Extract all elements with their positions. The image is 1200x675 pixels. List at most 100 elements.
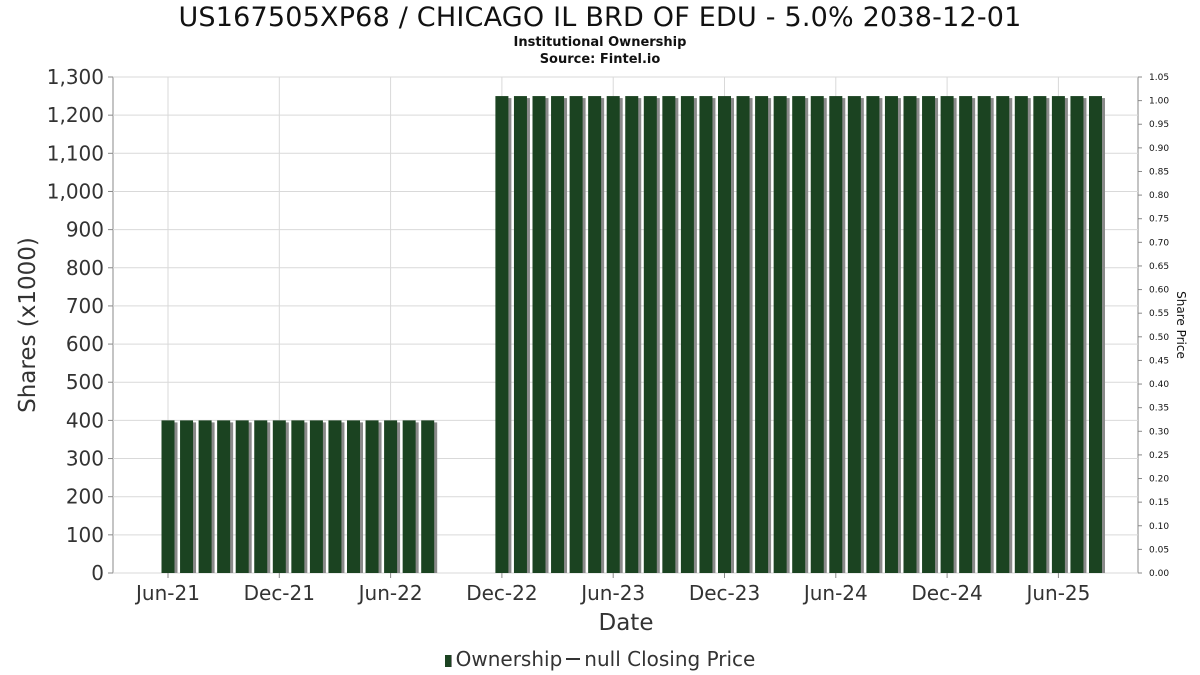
y-tick-label: 300: [66, 447, 104, 471]
bar: [792, 96, 806, 574]
bar: [1051, 96, 1065, 574]
bar: [996, 96, 1010, 574]
chart-title: US167505XP68 / CHICAGO IL BRD OF EDU - 5…: [178, 2, 1022, 33]
legend-label-closing-price: null Closing Price: [584, 647, 756, 671]
x-tick-label: Jun-23: [579, 581, 645, 605]
legend: Ownership null Closing Price: [0, 647, 1200, 671]
bar: [773, 96, 787, 574]
x-axis-ticks: Jun-21 Dec-21 Jun-22 Dec-22 Jun-23 Dec-23 Jun-…: [134, 573, 1090, 605]
bar: [940, 96, 954, 574]
y2-tick-label: 0.30: [1149, 427, 1169, 437]
y-tick-label: 500: [66, 370, 104, 394]
y2-tick-label: 0.20: [1149, 475, 1169, 485]
chart-source: Source: Fintel.io: [539, 52, 661, 67]
y2-tick-label: 0.70: [1149, 238, 1169, 248]
x-axis-label: Date: [599, 610, 654, 636]
bar: [680, 96, 694, 574]
y2-tick-label: 0.25: [1149, 451, 1169, 461]
y2-tick-label: 0.00: [1149, 569, 1169, 579]
bar: [272, 420, 286, 573]
y2-tick-label: 0.35: [1149, 404, 1169, 414]
y-axis-label: Shares (x1000): [15, 237, 41, 413]
y-tick-label: 600: [66, 332, 104, 356]
bar: [810, 96, 824, 574]
bar: [625, 96, 639, 574]
y-tick-label: 900: [66, 218, 104, 242]
bar: [1014, 96, 1028, 574]
bar: [662, 96, 676, 574]
bar: [736, 96, 750, 574]
y2-axis-ticks: 0.00 0.05 0.10 0.15 0.20 0.25 0.30 0.35 0.40 0.45…: [1138, 73, 1169, 579]
x-tick-label: Dec-22: [466, 581, 537, 605]
bar: [254, 420, 268, 573]
bar: [532, 96, 546, 574]
chart-subtitle: Institutional Ownership: [513, 35, 687, 50]
x-tick-label: Jun-21: [134, 581, 200, 605]
y-tick-label: 1,100: [47, 141, 104, 165]
y2-tick-label: 1.00: [1149, 97, 1169, 107]
y2-tick-label: 0.05: [1149, 545, 1169, 555]
y2-tick-label: 0.65: [1149, 262, 1169, 272]
y-tick-label: 1,200: [47, 103, 104, 127]
x-tick-label: Jun-24: [802, 581, 868, 605]
bar: [606, 96, 620, 574]
bar: [513, 96, 527, 574]
bar: [384, 420, 398, 573]
bar: [1070, 96, 1084, 574]
bar: [643, 96, 657, 574]
y2-tick-label: 0.80: [1149, 191, 1169, 201]
y2-tick-label: 0.85: [1149, 167, 1169, 177]
legend-swatch-ownership: [444, 655, 452, 667]
x-tick-label: Dec-24: [911, 581, 982, 605]
bar: [235, 420, 249, 573]
y-tick-label: 400: [66, 408, 104, 432]
ownership-chart: 0 100 200 300 400 500 600 700 800 900 1,000 1,100 1,…: [15, 65, 1188, 636]
bar: [309, 420, 323, 573]
bar: [866, 96, 880, 574]
legend-label-ownership: Ownership: [455, 647, 563, 671]
bar: [402, 420, 416, 573]
bar: [903, 96, 917, 574]
y2-tick-label: 0.90: [1149, 144, 1169, 154]
y-tick-label: 0: [91, 561, 104, 585]
y2-tick-label: 0.15: [1149, 498, 1169, 508]
y2-tick-label: 0.95: [1149, 120, 1169, 130]
bar: [1033, 96, 1047, 574]
x-tick-label: Jun-25: [1024, 581, 1090, 605]
bar: [755, 96, 769, 574]
x-tick-label: Dec-23: [689, 581, 760, 605]
bar: [588, 96, 602, 574]
bar: [421, 420, 435, 573]
y2-tick-label: 0.10: [1149, 522, 1169, 532]
y2-tick-label: 1.05: [1149, 73, 1169, 83]
bar: [328, 420, 342, 573]
y2-tick-label: 0.45: [1149, 356, 1169, 366]
bar: [198, 420, 212, 573]
x-tick-label: Dec-21: [244, 581, 315, 605]
bar: [551, 96, 565, 574]
bar: [495, 96, 509, 574]
bar: [569, 96, 583, 574]
x-tick-label: Jun-22: [357, 581, 423, 605]
bar: [347, 420, 360, 573]
bar: [959, 96, 973, 574]
bar: [1089, 96, 1102, 574]
bar: [884, 96, 898, 574]
bar-series-ownership: [161, 96, 1105, 574]
bar: [977, 96, 991, 574]
y2-axis-label: Share Price: [1174, 291, 1188, 359]
legend-line-closing-price: [566, 658, 581, 660]
y-axis-ticks: 0 100 200 300 400 500 600 700 800 900 1,000 1,100 1,…: [47, 65, 113, 585]
y-tick-label: 700: [66, 294, 104, 318]
bar: [161, 420, 175, 573]
y2-tick-label: 0.40: [1149, 380, 1169, 390]
y2-tick-label: 0.55: [1149, 309, 1169, 319]
bar: [847, 96, 861, 574]
bar: [291, 420, 305, 573]
y-tick-label: 200: [66, 485, 104, 509]
bar: [922, 96, 936, 574]
y-tick-label: 100: [66, 523, 104, 547]
bar: [699, 96, 713, 574]
bar: [180, 420, 194, 573]
y-tick-label: 800: [66, 256, 104, 280]
